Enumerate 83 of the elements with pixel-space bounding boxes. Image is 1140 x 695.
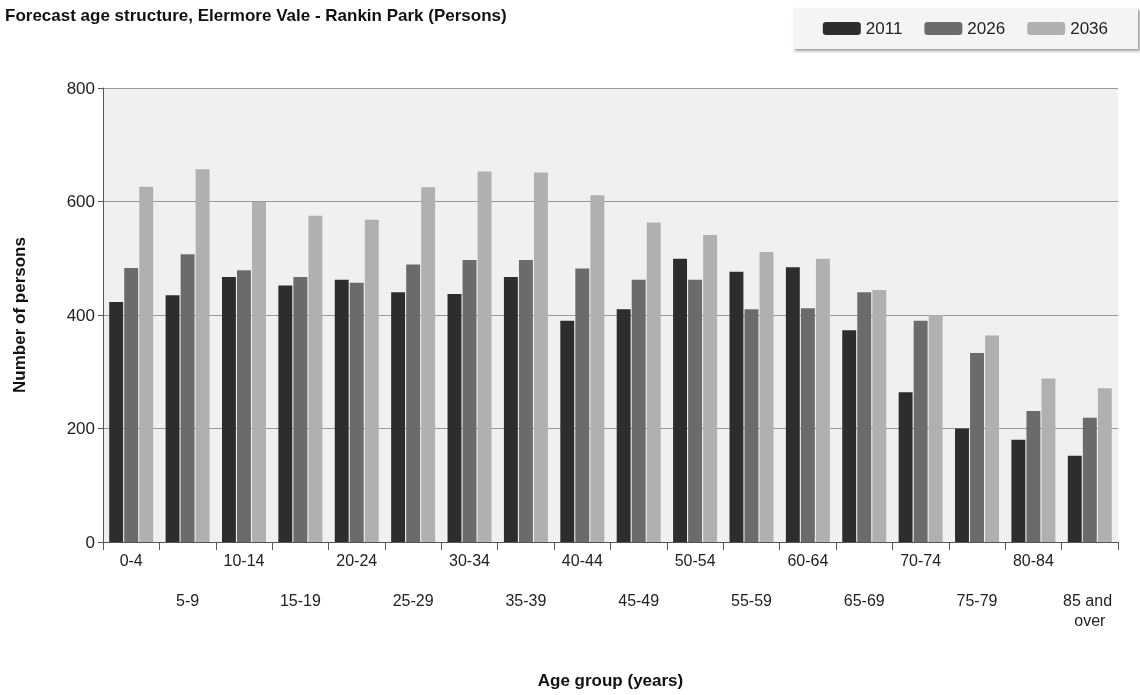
y-tick-label: 600 xyxy=(66,192,95,211)
x-tick-label: 75-79 xyxy=(956,591,998,609)
bar xyxy=(1082,417,1097,542)
bar xyxy=(195,169,210,542)
bar xyxy=(293,276,308,542)
x-tick-label: 5-9 xyxy=(176,591,200,609)
bar xyxy=(1097,388,1112,542)
bar xyxy=(815,258,830,542)
x-tick-label: 15-19 xyxy=(279,591,321,609)
chart-title: Forecast age structure, Elermore Vale - Rankin Park (Persons) xyxy=(5,6,507,25)
x-tick-label: 70-74 xyxy=(900,551,942,569)
bar xyxy=(252,202,266,542)
bar xyxy=(800,308,815,542)
bar xyxy=(872,290,887,542)
x-tick-label: 0-4 xyxy=(119,551,143,569)
bar xyxy=(237,270,251,542)
x-tick-label: 60-64 xyxy=(787,551,829,569)
bar xyxy=(985,335,1000,542)
y-axis-title: Number of persons xyxy=(10,237,29,393)
bar xyxy=(1041,378,1056,542)
bar xyxy=(109,301,124,542)
bar xyxy=(477,171,492,542)
bar xyxy=(139,186,154,542)
bar xyxy=(349,282,364,542)
x-tick-label: 25-29 xyxy=(392,591,434,609)
bar xyxy=(575,268,590,542)
legend-label: 2036 xyxy=(1070,19,1109,38)
x-axis-title: Age group (years) xyxy=(537,671,684,690)
y-tick-label: 0 xyxy=(85,532,95,552)
bar xyxy=(503,276,518,542)
bar xyxy=(631,279,646,542)
bar xyxy=(729,271,744,542)
bar xyxy=(364,219,379,542)
x-tick-label: 55-59 xyxy=(731,591,773,609)
bar xyxy=(447,294,462,542)
bar xyxy=(590,195,605,542)
x-tick-label: 30-34 xyxy=(449,551,491,569)
x-tick-label: 20-24 xyxy=(336,551,378,569)
bar xyxy=(913,320,928,542)
bar xyxy=(616,309,631,542)
bar xyxy=(124,267,139,542)
y-tick-label: 400 xyxy=(66,305,95,325)
bar xyxy=(646,222,661,542)
bar xyxy=(759,252,774,542)
bar xyxy=(462,259,477,542)
legend-label: 2011 xyxy=(865,19,903,38)
bar xyxy=(406,264,421,542)
legend-label: 2026 xyxy=(967,19,1006,38)
bar xyxy=(533,172,548,542)
bar xyxy=(744,309,759,542)
bar xyxy=(180,254,195,542)
x-tick-label: 40-44 xyxy=(561,551,603,569)
bar xyxy=(1026,410,1041,542)
bar xyxy=(165,295,180,542)
x-tick-label: 80-84 xyxy=(1012,551,1054,569)
x-tick-label: 10-14 xyxy=(223,551,265,569)
x-tick-label: 85 and over xyxy=(1063,591,1117,629)
x-tick-label: 45-49 xyxy=(618,591,660,609)
bar xyxy=(785,267,800,542)
bar xyxy=(1067,455,1082,542)
bar xyxy=(928,315,943,542)
bar xyxy=(308,215,323,542)
bar xyxy=(278,285,293,542)
bar xyxy=(970,353,984,542)
x-tick-label: 35-39 xyxy=(505,591,547,609)
bar xyxy=(518,259,533,542)
bar xyxy=(842,330,857,542)
bar xyxy=(688,279,703,542)
bar xyxy=(1011,439,1026,542)
bar xyxy=(955,428,969,542)
bar xyxy=(391,292,406,542)
y-tick-label: 800 xyxy=(66,78,95,98)
y-tick-label: 200 xyxy=(66,419,95,438)
bar xyxy=(857,292,872,542)
bar xyxy=(221,276,236,542)
bar xyxy=(560,320,575,542)
bar xyxy=(421,187,436,542)
x-tick-label: 65-69 xyxy=(843,591,885,609)
bar xyxy=(703,234,718,542)
bar xyxy=(898,392,913,542)
x-tick-label: 50-54 xyxy=(674,551,716,569)
bar xyxy=(334,279,349,542)
bar xyxy=(673,258,688,542)
